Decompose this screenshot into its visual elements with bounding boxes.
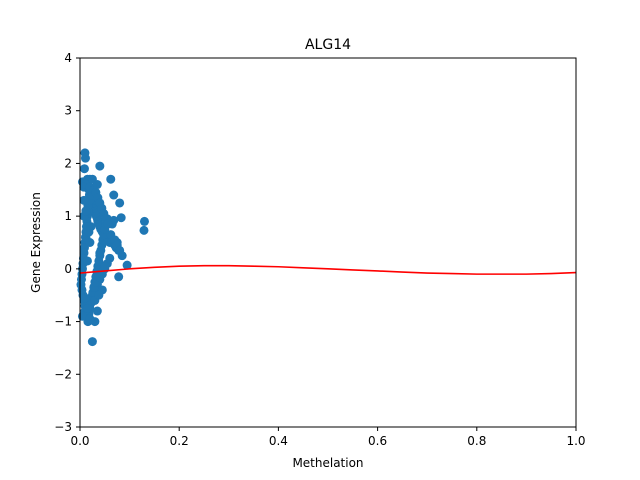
x-tick-label: 0.2 bbox=[170, 434, 189, 448]
y-tick-label: 1 bbox=[64, 209, 72, 223]
x-tick-label: 0.8 bbox=[467, 434, 486, 448]
scatter-point bbox=[85, 238, 95, 247]
scatter-point bbox=[114, 272, 124, 282]
scatter-point bbox=[83, 222, 93, 232]
scatter-point bbox=[79, 195, 89, 205]
chart-title: ALG14 bbox=[305, 37, 351, 53]
y-axis-label: Gene Expression bbox=[29, 192, 43, 293]
y-tick-label: 3 bbox=[64, 104, 72, 118]
scatter-point bbox=[117, 251, 127, 261]
plot-background bbox=[80, 58, 576, 427]
plot-frame bbox=[79, 57, 577, 428]
y-tick-label: −2 bbox=[54, 367, 72, 381]
y-tick-label: 2 bbox=[64, 156, 72, 170]
scatter-point bbox=[82, 303, 92, 313]
x-tick-label: 0.6 bbox=[368, 434, 387, 448]
scatter-point bbox=[106, 174, 116, 184]
scatter-point bbox=[87, 337, 97, 347]
scatter-point bbox=[85, 314, 95, 324]
scatter-point bbox=[103, 219, 113, 229]
y-tick-label: −3 bbox=[54, 420, 72, 434]
scatter-point bbox=[87, 174, 97, 184]
y-tick-label: −1 bbox=[54, 315, 72, 329]
y-tick-label: 0 bbox=[64, 262, 72, 276]
scatter-point bbox=[109, 190, 119, 200]
scatter-point bbox=[82, 256, 92, 266]
scatter-point bbox=[115, 198, 125, 208]
scatter-point bbox=[139, 225, 149, 235]
y-axis-ticks: 4 3 2 1 0 −1 −2 −3 bbox=[54, 51, 80, 434]
scatter-point bbox=[80, 153, 90, 163]
fit-line-layer bbox=[79, 264, 577, 275]
x-axis-label: Methelation bbox=[292, 456, 363, 470]
x-tick-label: 1.0 bbox=[566, 434, 585, 448]
scatter-point bbox=[92, 306, 102, 316]
scatter-point bbox=[139, 216, 149, 226]
x-axis-ticks: 0.0 0.2 0.4 0.6 0.8 1.0 bbox=[70, 427, 586, 448]
scatter-point bbox=[116, 213, 126, 223]
x-tick-label: 0.4 bbox=[269, 434, 288, 448]
y-tick-label: 4 bbox=[64, 51, 72, 65]
scatter-point bbox=[79, 164, 89, 174]
scatter-point bbox=[95, 248, 105, 258]
scatter-point bbox=[80, 293, 90, 303]
scatter-point bbox=[94, 290, 104, 300]
x-tick-label: 0.0 bbox=[70, 434, 89, 448]
scatter-point bbox=[122, 260, 132, 270]
scatter-point bbox=[81, 206, 91, 216]
fit-curve bbox=[79, 264, 577, 275]
scatter-point bbox=[100, 261, 110, 271]
scatter-point bbox=[95, 161, 105, 171]
